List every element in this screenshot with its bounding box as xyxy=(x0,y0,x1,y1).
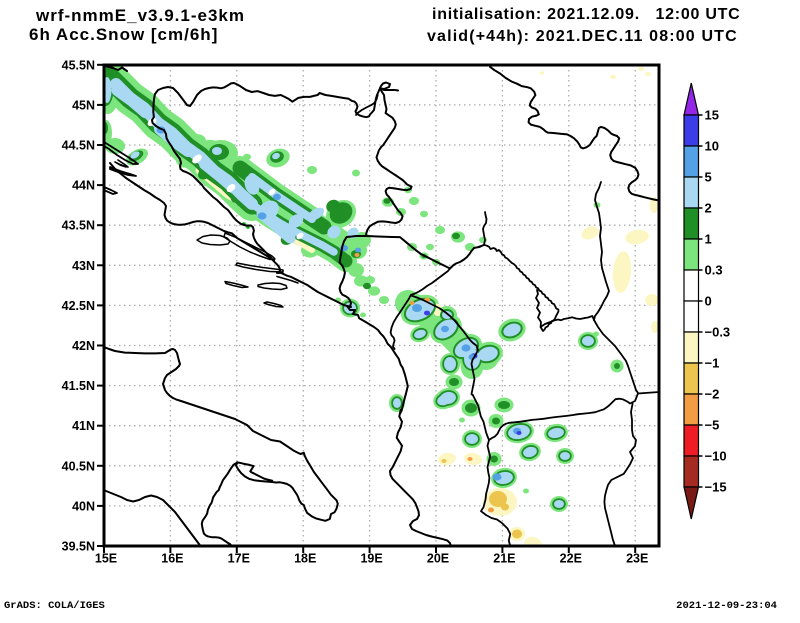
svg-text:16E: 16E xyxy=(161,552,183,566)
svg-text:wrf-nmmE_v3.9.1-e3km: wrf-nmmE_v3.9.1-e3km xyxy=(35,6,245,25)
svg-text:−2: −2 xyxy=(705,387,720,402)
svg-text:44N: 44N xyxy=(72,179,95,193)
svg-text:valid(+44h): 2021.DEC.11 08:00: valid(+44h): 2021.DEC.11 08:00 UTC xyxy=(427,28,738,45)
svg-text:2021-12-09-23:04: 2021-12-09-23:04 xyxy=(676,600,777,612)
svg-text:43.5N: 43.5N xyxy=(62,219,95,233)
svg-text:17E: 17E xyxy=(228,552,250,566)
svg-text:43N: 43N xyxy=(72,259,95,273)
svg-text:2: 2 xyxy=(705,201,712,216)
svg-text:0.3: 0.3 xyxy=(705,263,723,278)
svg-text:40N: 40N xyxy=(72,499,95,513)
svg-text:15: 15 xyxy=(705,108,719,123)
svg-text:−5: −5 xyxy=(705,418,720,433)
svg-text:6h Acc.Snow [cm/6h]: 6h Acc.Snow [cm/6h] xyxy=(29,25,218,44)
svg-text:45N: 45N xyxy=(72,98,95,112)
svg-text:42.5N: 42.5N xyxy=(62,299,95,313)
svg-text:22E: 22E xyxy=(560,552,582,566)
svg-text:23E: 23E xyxy=(626,552,648,566)
svg-text:44.5N: 44.5N xyxy=(62,139,95,153)
svg-text:40.5N: 40.5N xyxy=(62,459,95,473)
svg-text:41.5N: 41.5N xyxy=(62,379,95,393)
svg-text:42N: 42N xyxy=(72,339,95,353)
svg-text:41N: 41N xyxy=(72,419,95,433)
svg-text:39.5N: 39.5N xyxy=(62,540,95,554)
svg-text:1: 1 xyxy=(705,232,712,247)
svg-text:−1: −1 xyxy=(705,356,720,371)
svg-text:−15: −15 xyxy=(705,480,727,495)
svg-text:15E: 15E xyxy=(95,552,117,566)
svg-text:GrADS: COLA/IGES: GrADS: COLA/IGES xyxy=(4,600,105,612)
svg-text:45.5N: 45.5N xyxy=(62,58,95,72)
svg-text:−10: −10 xyxy=(705,449,727,464)
svg-text:19E: 19E xyxy=(360,552,382,566)
svg-text:−0.3: −0.3 xyxy=(705,325,731,340)
svg-text:21E: 21E xyxy=(493,552,515,566)
svg-text:initialisation: 2021.12.09.: initialisation: 2021.12.09. 12:00 UTC xyxy=(432,6,740,23)
svg-text:10: 10 xyxy=(705,139,719,154)
svg-text:20E: 20E xyxy=(427,552,449,566)
svg-text:0: 0 xyxy=(705,294,712,309)
svg-text:5: 5 xyxy=(705,170,712,185)
svg-text:18E: 18E xyxy=(294,552,316,566)
